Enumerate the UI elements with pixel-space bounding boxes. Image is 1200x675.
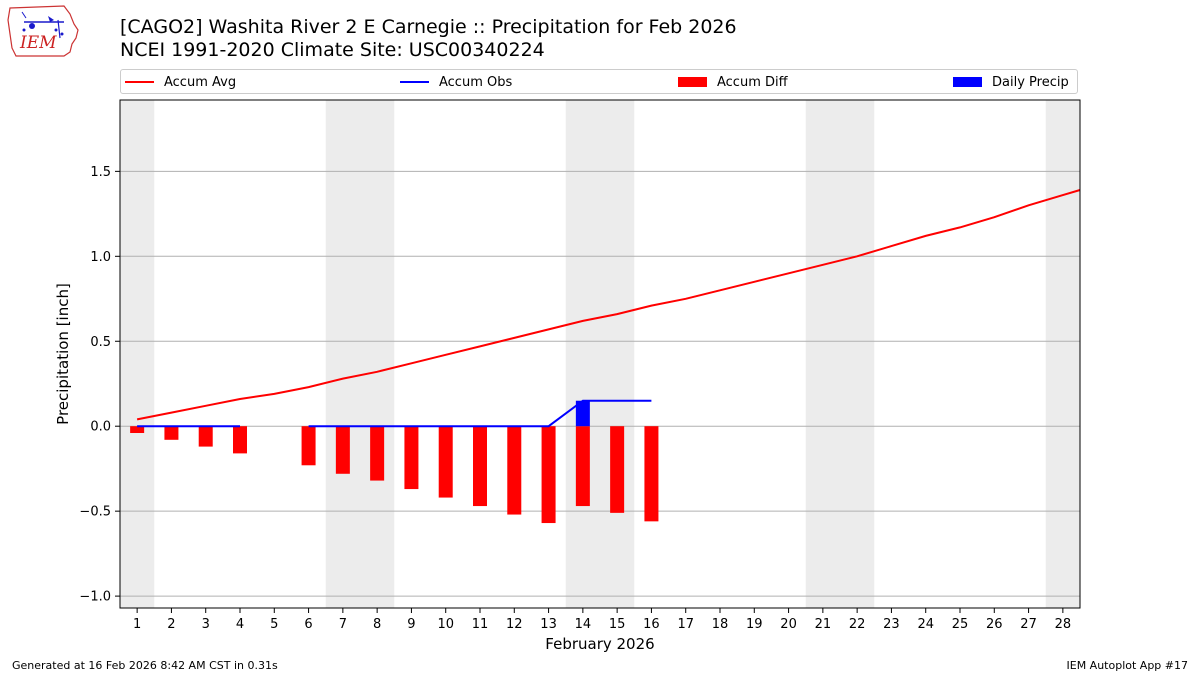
weekend-shade-day-21 — [805, 100, 840, 608]
accum-avg-line — [136, 189, 1081, 421]
y-tick-label-5: 1.5 — [90, 165, 111, 180]
legend-label-daily-precip: Daily Precip — [992, 74, 1069, 90]
accum-diff-bar-day-16 — [644, 426, 659, 522]
accum-diff-bar-day-11 — [473, 426, 487, 507]
x-tick-label-day-8: 8 — [373, 617, 381, 632]
accum-diff-bar-day-12 — [507, 426, 522, 515]
x-tick-label-day-5: 5 — [270, 617, 278, 632]
iem-logo-text: IEM — [20, 33, 57, 53]
legend-item-accum-avg: Accum Avg — [125, 74, 236, 90]
y-tick-label-0: −1.0 — [79, 590, 111, 605]
x-tick-label-day-4: 4 — [236, 617, 244, 632]
x-tick-label-day-21: 21 — [815, 617, 832, 632]
chart-title: [CAGO2] Washita River 2 E Carnegie :: Pr… — [120, 16, 737, 38]
weekend-shade-day-28 — [1045, 100, 1080, 608]
weekend-shade-day-22 — [840, 100, 875, 608]
legend-label-accum-avg: Accum Avg — [164, 74, 237, 90]
x-tick-label-day-1: 1 — [133, 617, 141, 632]
y-tick-label-1: −0.5 — [79, 505, 111, 520]
x-tick-label-day-28: 28 — [1055, 617, 1072, 632]
legend-swatch-accum-diff — [678, 77, 707, 87]
x-tick-label-day-3: 3 — [202, 617, 210, 632]
y-tick-label-3: 0.5 — [90, 335, 111, 350]
daily-precip-bar-day-14 — [575, 400, 590, 427]
y-axis-label: Precipitation [inch] — [54, 283, 72, 425]
legend-label-accum-obs: Accum Obs — [439, 74, 513, 90]
legend-swatch-accum-obs — [400, 81, 429, 83]
x-tick-label-day-27: 27 — [1020, 617, 1037, 632]
accum-diff-bar-day-10 — [438, 426, 453, 498]
accum-diff-bar-day-15 — [610, 426, 625, 513]
accum-diff-bar-day-1 — [130, 426, 145, 434]
iem-logo-graphic — [7, 5, 79, 57]
legend-label-accum-diff: Accum Diff — [717, 74, 788, 90]
x-tick-label-day-12: 12 — [506, 617, 523, 632]
legend-item-accum-obs: Accum Obs — [400, 74, 512, 90]
x-tick-label-day-25: 25 — [952, 617, 969, 632]
x-tick-label-day-20: 20 — [780, 617, 797, 632]
accum-obs-line-segment-1 — [308, 399, 652, 428]
x-tick-label-day-18: 18 — [712, 617, 729, 632]
x-tick-label-day-14: 14 — [575, 617, 592, 632]
accum-diff-bar-day-14 — [575, 426, 590, 507]
x-tick-label-day-15: 15 — [609, 617, 626, 632]
x-tick-label-day-6: 6 — [304, 617, 312, 632]
weekend-shade-day-1 — [120, 100, 155, 608]
x-tick-label-day-2: 2 — [167, 617, 175, 632]
legend-item-accum-diff: Accum Diff — [678, 74, 788, 90]
accum-diff-bar-day-6 — [301, 426, 316, 466]
x-tick-label-day-24: 24 — [917, 617, 934, 632]
x-axis-label: February 2026 — [545, 635, 654, 653]
chart-subtitle: NCEI 1991-2020 Climate Site: USC00340224 — [120, 39, 545, 61]
accum-diff-bar-day-2 — [164, 426, 179, 440]
x-tick-label-day-13: 13 — [540, 617, 557, 632]
x-tick-label-day-19: 19 — [746, 617, 763, 632]
x-tick-label-day-23: 23 — [883, 617, 900, 632]
accum-diff-bar-day-8 — [370, 426, 385, 481]
weekend-shade-day-14 — [565, 100, 600, 608]
x-tick-label-day-26: 26 — [986, 617, 1003, 632]
accum-diff-bar-day-13 — [541, 426, 556, 524]
legend-swatch-accum-avg — [125, 81, 154, 83]
accum-diff-bar-day-7 — [335, 426, 350, 474]
x-tick-label-day-9: 9 — [407, 617, 415, 632]
x-tick-label-day-7: 7 — [339, 617, 347, 632]
x-tick-label-day-10: 10 — [437, 617, 454, 632]
app-credit: IEM Autoplot App #17 — [1066, 659, 1189, 672]
x-tick-label-day-16: 16 — [643, 617, 660, 632]
legend-item-daily-precip: Daily Precip — [953, 74, 1069, 90]
iem-logo: IEM — [6, 4, 82, 60]
weekend-shade-day-7 — [325, 100, 360, 608]
weekend-shade-day-8 — [360, 100, 395, 608]
accum-diff-bar-day-3 — [198, 426, 213, 447]
plot-frame — [119, 99, 1081, 609]
x-tick-label-day-17: 17 — [677, 617, 694, 632]
y-tick-label-4: 1.0 — [90, 250, 111, 265]
accum-diff-bar-day-4 — [233, 426, 247, 454]
generated-timestamp: Generated at 16 Feb 2026 8:42 AM CST in … — [12, 659, 278, 672]
chart-legend: Accum Avg Accum Obs Accum Diff Daily Pre… — [120, 69, 1078, 94]
legend-swatch-daily-precip — [953, 77, 982, 87]
accum-diff-bar-day-9 — [404, 426, 419, 490]
weekend-shade-day-15 — [600, 100, 635, 608]
x-tick-label-day-22: 22 — [849, 617, 866, 632]
y-tick-label-2: 0.0 — [90, 420, 111, 435]
x-tick-label-day-11: 11 — [472, 617, 489, 632]
